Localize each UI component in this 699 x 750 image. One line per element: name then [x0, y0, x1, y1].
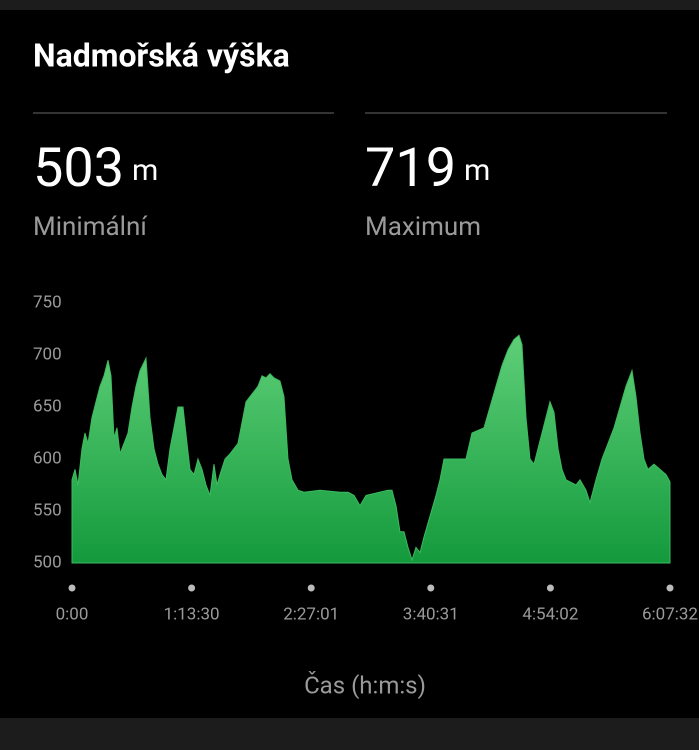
- y-tick-label: 750: [33, 292, 62, 312]
- x-tick-dot: [68, 584, 76, 592]
- x-tick-dot: [666, 584, 674, 592]
- stat: 719 m: [365, 137, 490, 200]
- y-tick-label: 650: [33, 396, 62, 416]
- y-tick-label: 550: [33, 500, 62, 520]
- stat-value: 719: [365, 137, 456, 200]
- stat-unit: m: [464, 153, 490, 188]
- x-tick-dot: [188, 584, 196, 592]
- top-bar: [0, 0, 699, 10]
- bottom-bar: [0, 718, 699, 750]
- y-tick-label: 600: [33, 448, 62, 468]
- x-tick-label: 1:13:30: [164, 604, 220, 624]
- area: [71, 334, 671, 564]
- stat-value: 503: [33, 137, 124, 200]
- x-axis-label: Čas (h:m:s): [304, 670, 426, 699]
- stat-label: Minimální: [33, 212, 148, 242]
- x-tick-dot: [307, 584, 315, 592]
- stat: 503 m: [33, 137, 158, 200]
- stat-unit: m: [132, 153, 158, 188]
- x-tick-label: 6:07:32: [642, 604, 698, 624]
- x-tick-label: 2:27:01: [283, 604, 339, 624]
- x-tick-dot: [427, 584, 435, 592]
- x-tick-dot: [546, 584, 554, 592]
- y-tick-label: 500: [33, 552, 62, 572]
- y-tick-label: 700: [33, 344, 62, 364]
- title: Nadmořská výška: [33, 36, 290, 74]
- x-tick-label: 3:40:31: [403, 604, 459, 624]
- x-tick-label: 0:00: [56, 604, 89, 624]
- x-tick-label: 4:54:02: [522, 604, 578, 624]
- stat-label: Maximum: [365, 212, 481, 242]
